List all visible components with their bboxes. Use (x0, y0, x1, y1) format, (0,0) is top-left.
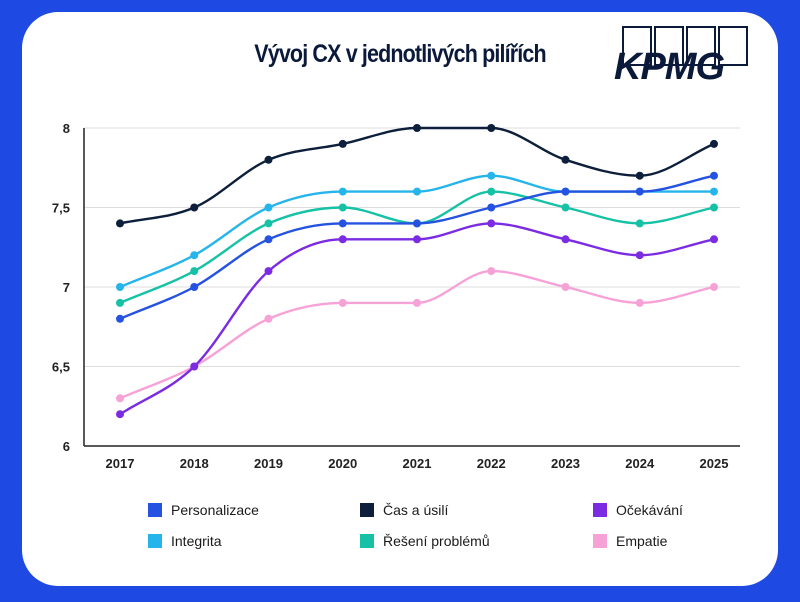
legend-label: Integrita (171, 533, 222, 549)
x-tick-label: 2020 (328, 456, 357, 471)
data-point (264, 314, 273, 323)
data-point (338, 235, 347, 244)
data-point (710, 203, 718, 212)
legend-swatch (148, 503, 162, 517)
legend-item: Řešení problémů (360, 533, 490, 549)
data-point (635, 251, 644, 260)
chart-card (22, 12, 778, 586)
legend-label: Očekávání (616, 502, 683, 518)
data-point (635, 171, 644, 180)
data-point (190, 267, 199, 276)
legend-label: Řešení problémů (383, 533, 490, 549)
data-point (190, 283, 199, 291)
data-point (710, 139, 718, 148)
legend-swatch (360, 503, 374, 517)
data-point (561, 283, 570, 291)
legend-swatch (148, 534, 162, 548)
logo-boxes (622, 26, 748, 66)
data-point (487, 171, 496, 180)
data-point (635, 219, 644, 228)
y-tick-label: 8 (63, 121, 70, 136)
data-point (561, 187, 570, 196)
series-line (118, 269, 716, 400)
x-tick-label: 2022 (477, 456, 506, 471)
data-point (264, 267, 273, 276)
y-tick-label: 6,5 (52, 360, 70, 375)
data-point (561, 203, 570, 212)
data-point (487, 187, 496, 196)
data-point (413, 187, 421, 196)
data-point (487, 203, 496, 212)
data-point (264, 219, 273, 228)
data-point (710, 187, 718, 196)
data-point (338, 139, 347, 148)
legend-swatch (593, 503, 607, 517)
data-point (338, 187, 347, 196)
data-point (487, 124, 496, 132)
data-point (116, 219, 124, 228)
data-point (561, 235, 570, 244)
data-point (413, 235, 421, 244)
series-line (118, 126, 716, 225)
legend-label: Personalizace (171, 502, 259, 518)
data-point (413, 124, 421, 132)
legend-item: Čas a úsilí (360, 502, 448, 518)
y-tick-label: 7,5 (52, 201, 70, 216)
data-point (710, 171, 718, 180)
data-point (413, 219, 421, 228)
data-point (264, 203, 273, 212)
data-point (338, 298, 347, 307)
data-point (710, 235, 718, 244)
data-point (561, 155, 570, 164)
data-point (635, 298, 644, 307)
data-point (116, 298, 124, 307)
data-point (190, 251, 199, 260)
legend-swatch (360, 534, 374, 548)
data-point (116, 314, 124, 323)
legend-swatch (593, 534, 607, 548)
kpmg-logo: KPMG (614, 26, 754, 88)
data-point (116, 410, 124, 419)
logo-wordmark: KPMG (614, 46, 725, 88)
x-tick-label: 2024 (625, 456, 655, 471)
legend-label: Čas a úsilí (383, 502, 449, 518)
data-point (116, 283, 124, 291)
x-tick-label: 2021 (403, 456, 432, 471)
y-tick-label: 7 (63, 280, 70, 295)
data-point (190, 203, 199, 212)
data-point (635, 187, 644, 196)
logo-box (654, 26, 684, 66)
data-point (487, 219, 496, 228)
data-point (710, 283, 718, 291)
logo-box (622, 26, 652, 66)
x-tick-label: 2025 (700, 456, 729, 471)
x-tick-label: 2017 (106, 456, 135, 471)
x-tick-label: 2023 (551, 456, 580, 471)
logo-box (686, 26, 716, 66)
data-point (338, 219, 347, 228)
x-tick-label: 2019 (254, 456, 283, 471)
logo-box (718, 26, 748, 66)
legend-item: Integrita (148, 533, 222, 549)
legend-item: Empatie (593, 533, 667, 549)
data-point (190, 362, 199, 371)
data-point (487, 267, 496, 276)
y-tick-label: 6 (63, 439, 70, 454)
data-point (338, 203, 347, 212)
data-point (413, 298, 421, 307)
legend-item: Očekávání (593, 502, 683, 518)
series-line (118, 222, 716, 416)
data-point (264, 235, 273, 244)
data-point (116, 394, 124, 403)
legend-label: Empatie (616, 533, 668, 549)
chart-title: Vývoj CX v jednotlivých pilířích (254, 40, 546, 68)
x-tick-label: 2018 (180, 456, 209, 471)
legend-item: Personalizace (148, 502, 259, 518)
data-point (264, 155, 273, 164)
